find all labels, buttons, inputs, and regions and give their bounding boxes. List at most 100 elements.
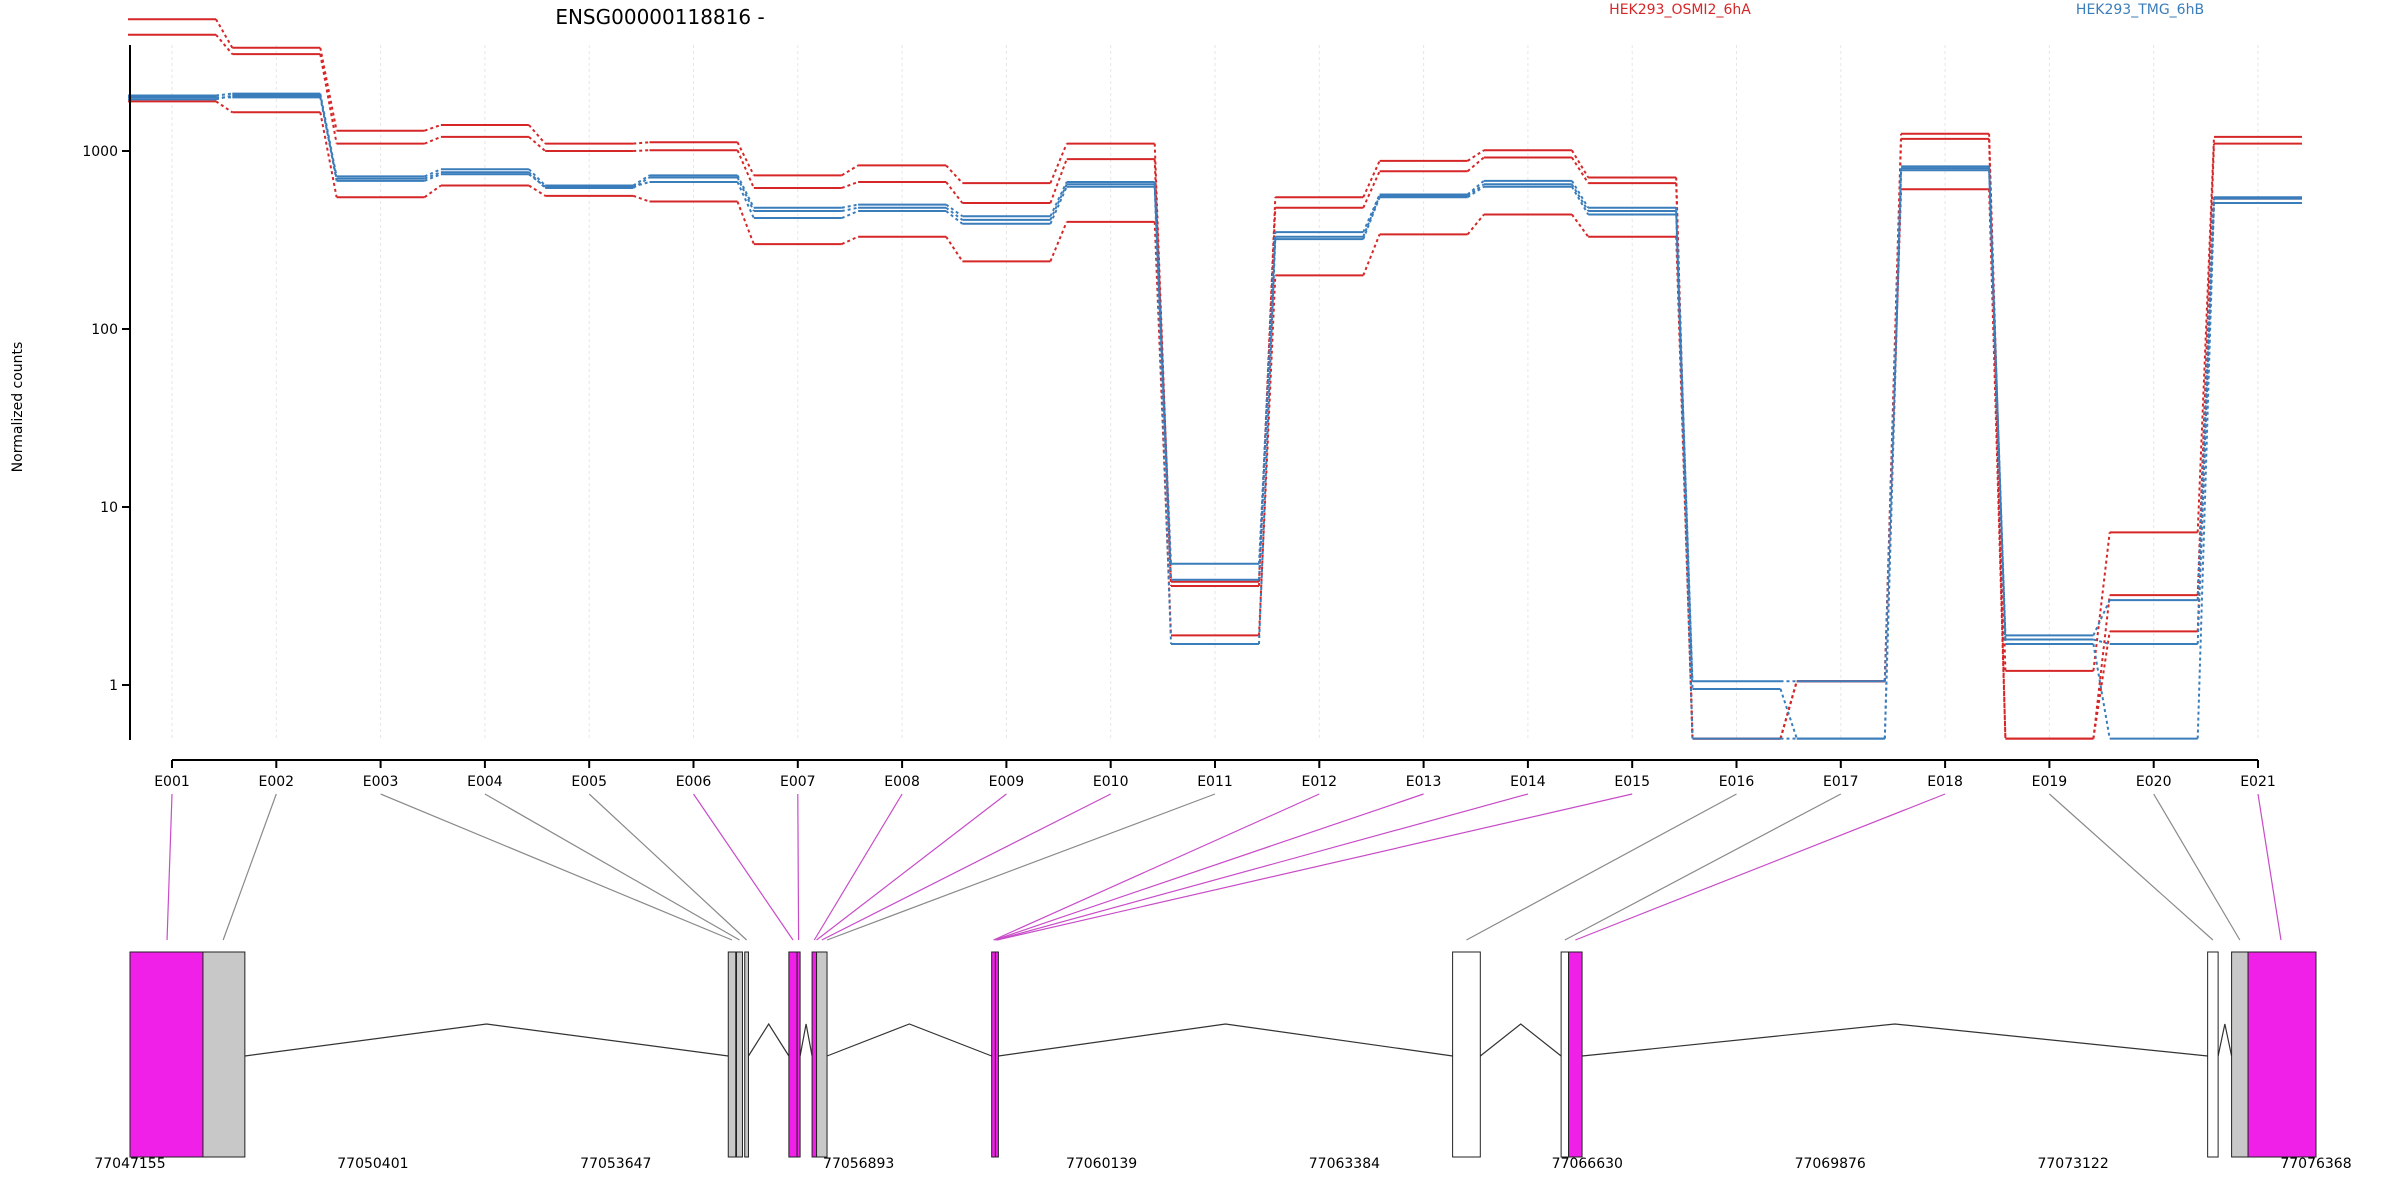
series-5-link-9: [1049, 183, 1068, 221]
x-tick-label-e013: E013: [1406, 774, 1442, 790]
intron-7: [1582, 1023, 2208, 1057]
genomic-tick-label-4: 77056893: [823, 1156, 894, 1172]
connector-e016: [1466, 793, 1737, 941]
series-6-link-14: [1571, 186, 1590, 215]
y-tick-label-1000: 1000: [82, 144, 118, 160]
y-axis-label: Normalized counts: [10, 342, 26, 473]
legend-entry-tmg: HEK293_TMG_6hB: [2076, 2, 2204, 18]
series-3-link-18: [1988, 189, 2007, 739]
x-tick-label-e019: E019: [2032, 774, 2068, 790]
x-tick-label-e014: E014: [1510, 774, 1546, 790]
series-6-link-19: [2092, 643, 2111, 739]
series-3-link-13: [1466, 213, 1485, 236]
series-6-link-8: [945, 210, 964, 225]
series-4-link-7: [841, 203, 859, 209]
series-6-link-2: [319, 95, 338, 182]
series-2-link-4: [528, 136, 546, 152]
series-4-link-9: [1049, 181, 1068, 217]
series-3-link-5: [632, 194, 650, 203]
series-2-link-12: [1362, 170, 1381, 209]
series-3-link-8: [945, 236, 964, 262]
x-tick-label-e018: E018: [1927, 774, 1963, 790]
intron-8: [2217, 1023, 2233, 1057]
series-3-link-2: [319, 112, 338, 198]
genomic-tick-label-8: 77069876: [1795, 1156, 1866, 1172]
x-tick-label-e015: E015: [1614, 774, 1650, 790]
series-3-link-3: [424, 184, 442, 199]
genomic-tick-label-9: 77073122: [2037, 1156, 2108, 1172]
series-6-link-17: [1883, 170, 1903, 739]
series-5-link-8: [945, 206, 963, 221]
series-4-link-8: [945, 203, 963, 218]
x-tick-label-e020: E020: [2136, 774, 2172, 790]
connector-e019: [2049, 793, 2214, 941]
connector-e013: [994, 793, 1424, 941]
connector-e021: [2257, 793, 2282, 941]
exon-box-13: [1560, 951, 1570, 1158]
exon-box-2: [202, 951, 246, 1158]
exon-box-7: [796, 951, 801, 1158]
exon-box-9: [816, 951, 828, 1158]
intron-1: [244, 1023, 729, 1057]
exon-box-3: [727, 951, 737, 1158]
series-3-link-6: [736, 201, 755, 245]
series-6-link-18: [1988, 170, 2007, 645]
genomic-tick-label-6: 77063384: [1309, 1156, 1380, 1172]
x-tick-label-e006: E006: [676, 774, 712, 790]
series-1-link-1: [215, 18, 234, 49]
x-tick-label-e005: E005: [571, 774, 607, 790]
series-5-link-16: [1779, 688, 1798, 739]
series-4-link-20: [2196, 197, 2215, 601]
axis-layer: 1 10 100 1000 E001 E002 E003 E004 E005 E006 E007 E0…: [82, 45, 2276, 790]
exon-box-4: [735, 951, 743, 1158]
series-4-link-13: [1466, 180, 1485, 196]
series-2-link-8: [945, 181, 964, 204]
legend-entry-osmi2: HEK293_OSMI2_6hA: [1609, 2, 1751, 18]
connector-e006: [693, 793, 794, 941]
series-1-link-8: [945, 164, 964, 184]
x-tick-label-e007: E007: [780, 774, 816, 790]
series-2-link-9: [1049, 158, 1068, 204]
x-tick-label-e016: E016: [1719, 774, 1755, 790]
connector-e003: [380, 793, 733, 941]
intron-5: [998, 1023, 1453, 1057]
series-6-link-12: [1362, 196, 1381, 240]
x-tick-label-e002: E002: [259, 774, 295, 790]
series-layer: [128, 18, 2302, 740]
series-6-link-7: [841, 210, 859, 219]
series-1-link-19: [2092, 532, 2111, 672]
x-tick-label-e003: E003: [363, 774, 399, 790]
series-2-link-7: [841, 181, 859, 189]
connector-e010: [821, 793, 1111, 941]
series-6-link-15: [1675, 214, 1694, 739]
series-1-link-6: [736, 141, 755, 176]
series-4-link-19: [2092, 599, 2111, 636]
connector-e012: [993, 793, 1320, 941]
connector-e009: [816, 793, 1007, 941]
exon-box-17: [2247, 951, 2317, 1158]
connector-e002: [222, 793, 277, 941]
x-tick-label-e008: E008: [884, 774, 920, 790]
connector-e005: [588, 793, 748, 941]
y-tick-label-100: 100: [91, 322, 118, 338]
connector-e007: [797, 793, 800, 941]
series-2-link-6: [736, 149, 755, 189]
series-5-link-4: [528, 171, 546, 189]
series-2-link-14: [1571, 156, 1590, 184]
series-5-link-6: [736, 177, 755, 212]
genomic-axis-layer: 77047155 77050401 77053647 77056893 77060139…: [94, 1156, 2351, 1172]
series-4-link-14: [1571, 180, 1590, 209]
series-5-link-13: [1467, 183, 1485, 197]
series-3-link-7: [841, 235, 859, 245]
series-4-link-6: [736, 174, 755, 209]
exon-box-5: [744, 951, 749, 1158]
series-5-link-20: [2196, 198, 2215, 645]
exon-box-15: [2207, 951, 2219, 1158]
series-6-link-13: [1467, 185, 1485, 199]
exon-box-8: [811, 951, 818, 1158]
x-tick-label-e009: E009: [989, 774, 1025, 790]
series-6-link-9: [1049, 186, 1068, 225]
series-6-link-1: [215, 94, 233, 101]
series-3-link-9: [1049, 221, 1068, 262]
series-5-link-15: [1675, 210, 1694, 689]
